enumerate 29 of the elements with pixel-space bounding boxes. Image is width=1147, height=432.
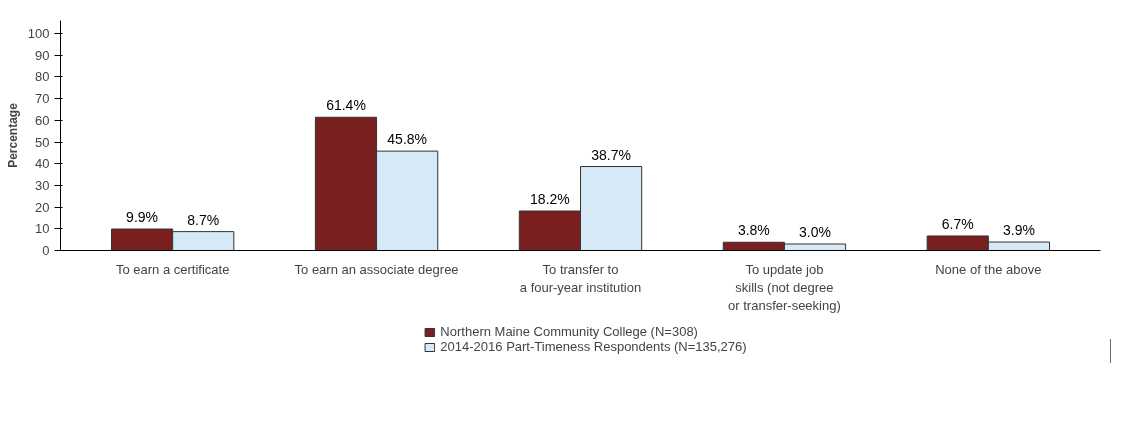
data-label: 6.7% bbox=[941, 215, 974, 232]
data-label: 8.7% bbox=[187, 211, 220, 228]
y-tick-label: 0 bbox=[42, 243, 50, 258]
data-label: 9.9% bbox=[126, 209, 159, 226]
y-tick-label: 10 bbox=[35, 221, 50, 237]
y-tick-label: 100 bbox=[27, 26, 50, 42]
y-tick-label: 50 bbox=[35, 134, 50, 150]
x-tick-label: To earn an associate degree bbox=[294, 261, 459, 277]
legend-label: 2014-2016 Part-Timeness Respondents (N=135,276) bbox=[440, 339, 747, 354]
y-tick-label: 40 bbox=[35, 156, 50, 172]
y-tick-label: 30 bbox=[35, 177, 50, 193]
x-tick-label: To update job skills (not degree or transfer-seeking) bbox=[728, 261, 841, 313]
data-label: 3.8% bbox=[737, 222, 770, 239]
y-tick-label: 20 bbox=[35, 199, 50, 215]
x-tick-label: To earn a certificate bbox=[115, 261, 230, 277]
x-tick-label: To transfer to a four-year institution bbox=[519, 261, 642, 295]
y-tick-label: 60 bbox=[35, 112, 50, 128]
data-label: 3.9% bbox=[1002, 222, 1035, 239]
data-label: 18.2% bbox=[530, 191, 570, 208]
y-tick-label: 80 bbox=[35, 69, 50, 85]
y-tick-label: 70 bbox=[35, 91, 50, 107]
data-label: 38.7% bbox=[591, 146, 631, 163]
data-label: 45.8% bbox=[387, 131, 428, 148]
x-tick-label: None of the above bbox=[935, 261, 1042, 277]
y-axis-title: Percentage bbox=[5, 102, 20, 168]
legend-label: Northern Maine Community College (N=308) bbox=[440, 324, 698, 339]
data-label: 61.4% bbox=[326, 97, 366, 114]
data-label: 3.0% bbox=[799, 223, 831, 240]
y-tick-label: 90 bbox=[35, 47, 50, 63]
